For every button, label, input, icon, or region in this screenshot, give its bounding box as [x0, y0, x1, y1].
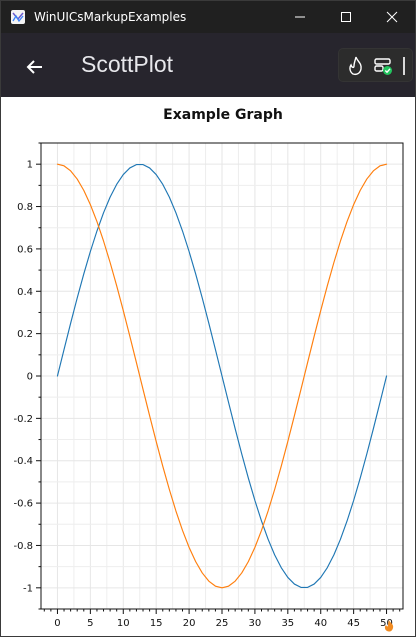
back-button[interactable]	[19, 53, 51, 81]
minimize-button[interactable]	[277, 1, 323, 33]
chart-title: Example Graph	[163, 107, 283, 123]
flame-icon	[349, 56, 362, 76]
line-chart[interactable]: Example Graph 0 5 10 15 20 25 30 35 40 45 50 1 0.8 0.…	[1, 97, 415, 637]
maximize-button[interactable]	[323, 1, 369, 33]
plot-series	[56, 163, 388, 589]
y-tick-label: 0.6	[17, 244, 33, 255]
window-title: WinUICsMarkupExamples	[34, 10, 187, 24]
x-tick-label: 30	[249, 618, 262, 629]
title-bar[interactable]: WinUICsMarkupExamples	[1, 1, 415, 33]
x-tick-label: 0	[54, 618, 60, 629]
x-tick-label: 25	[216, 618, 229, 629]
x-tick-label: 5	[87, 618, 93, 629]
y-tick-label: -0.2	[13, 414, 33, 425]
status-button[interactable]	[371, 54, 395, 78]
y-tick-label: 0.2	[17, 329, 33, 340]
x-tick-label: 45	[347, 618, 360, 629]
x-tick-label: 10	[117, 618, 130, 629]
y-tick-label: -0.8	[13, 541, 33, 552]
hot-reload-button[interactable]	[344, 54, 368, 78]
series-line-2	[56, 163, 388, 589]
app-header: ScottPlot	[1, 33, 415, 97]
x-tick-label: 35	[281, 618, 294, 629]
y-tick-label: -1	[23, 583, 33, 594]
y-tick-label: -0.4	[13, 456, 33, 467]
app-icon	[11, 10, 25, 24]
toolbar-separator	[403, 57, 405, 75]
x-tick-label: 40	[314, 618, 327, 629]
maximize-icon	[341, 12, 351, 22]
y-tick-label: 1	[27, 160, 33, 171]
page-title: ScottPlot	[81, 51, 174, 77]
hot-reload-toolbar	[338, 48, 413, 82]
y-tick-label: 0.8	[17, 202, 33, 213]
x-tick-label: 15	[150, 618, 163, 629]
series-line-1	[56, 164, 388, 588]
close-icon	[386, 11, 398, 23]
back-arrow-icon	[26, 60, 42, 74]
close-button[interactable]	[369, 1, 415, 33]
status-check-icon	[374, 58, 392, 75]
x-tick-label: 50	[380, 618, 393, 629]
minimize-icon	[295, 16, 305, 18]
plot-ticks: 0 5 10 15 20 25 30 35 40 45 50 1 0.8 0.6 0.4 0.2 0 -0.2 -0…	[13, 142, 401, 629]
y-tick-label: -0.6	[13, 499, 33, 510]
x-tick-label: 20	[183, 618, 196, 629]
flame-icon	[384, 620, 394, 632]
plot-area: Example Graph 0 5 10 15 20 25 30 35 40 45 50 1 0.8 0.…	[1, 97, 415, 637]
y-tick-label: 0	[27, 372, 33, 383]
y-tick-label: 0.4	[17, 287, 33, 298]
